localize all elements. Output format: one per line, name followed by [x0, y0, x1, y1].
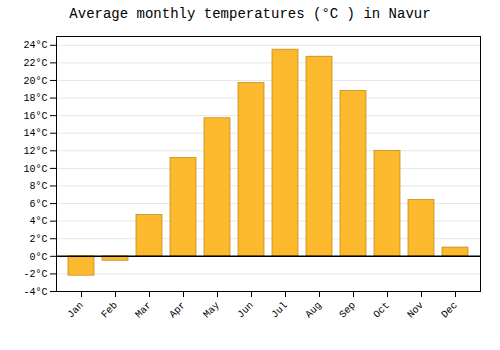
- svg-text:Oct: Oct: [371, 300, 392, 321]
- svg-text:Jul: Jul: [269, 300, 290, 321]
- svg-text:20°C: 20°C: [23, 76, 47, 87]
- svg-text:Jan: Jan: [65, 300, 86, 321]
- svg-text:Mar: Mar: [133, 300, 154, 321]
- svg-text:2°C: 2°C: [29, 234, 47, 245]
- svg-text:Aug: Aug: [303, 300, 324, 321]
- svg-text:14°C: 14°C: [23, 128, 47, 139]
- svg-text:0°C: 0°C: [29, 252, 47, 263]
- svg-text:Apr: Apr: [167, 300, 188, 321]
- svg-text:8°C: 8°C: [29, 181, 47, 192]
- svg-text:16°C: 16°C: [23, 111, 47, 122]
- svg-text:-4°C: -4°C: [23, 287, 47, 298]
- svg-text:Sep: Sep: [337, 300, 358, 321]
- html-text:Average monthly temperatures (: Average monthly temperatures (°C ) in Na…: [69, 6, 431, 22]
- svg-text:Jun: Jun: [235, 300, 256, 321]
- svg-text:12°C: 12°C: [23, 146, 47, 157]
- svg-text:Dec: Dec: [439, 300, 460, 321]
- svg-text:10°C: 10°C: [23, 164, 47, 175]
- svg-text:18°C: 18°C: [23, 93, 47, 104]
- svg-text:4°C: 4°C: [29, 216, 47, 227]
- svg-text:May: May: [201, 300, 222, 321]
- svg-text:Feb: Feb: [99, 300, 120, 321]
- svg-text:-2°C: -2°C: [23, 269, 47, 280]
- svg-text:Nov: Nov: [405, 300, 426, 321]
- svg-text:24°C: 24°C: [23, 40, 47, 51]
- svg-text:22°C: 22°C: [23, 58, 47, 69]
- svg-text:6°C: 6°C: [29, 199, 47, 210]
